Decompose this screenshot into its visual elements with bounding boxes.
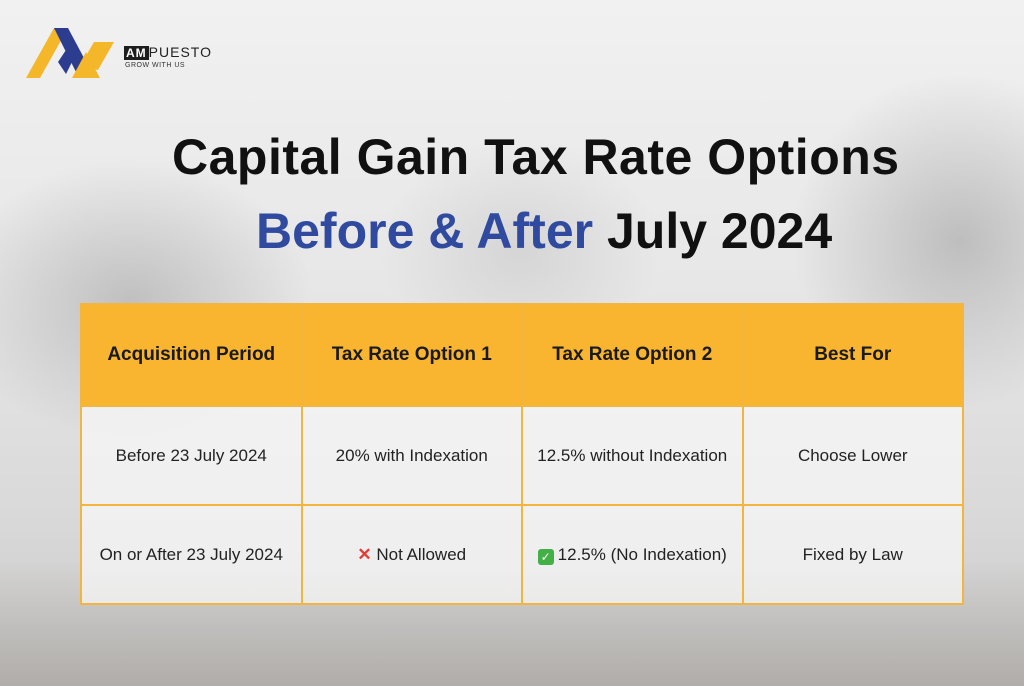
cell-option-2-text: 12.5% (No Indexation) [557, 545, 727, 564]
logo-wordmark: AM PUESTO [124, 44, 212, 60]
check-mark-icon: ✓ [537, 549, 554, 565]
table-row: On or After 23 July 2024 ✕ Not Allowed ✓… [80, 504, 964, 605]
tax-rate-table: Acquisition Period Tax Rate Option 1 Tax… [80, 303, 964, 605]
logo-mark-icon [26, 28, 114, 78]
cell-period: Before 23 July 2024 [80, 405, 303, 506]
subtitle-rest: July 2024 [593, 203, 833, 259]
logo-wordmark-prefix: AM [124, 46, 149, 60]
brand-logo: AM PUESTO GROW WITH US [24, 22, 224, 86]
cross-mark-icon: ✕ [357, 545, 372, 564]
cell-option-2: ✓ 12.5% (No Indexation) [521, 504, 744, 605]
cell-best-for: Choose Lower [741, 405, 964, 506]
cell-option-1: ✕ Not Allowed [300, 504, 523, 605]
subtitle-highlight: Before & After [256, 203, 594, 259]
page-subtitle: Before & After July 2024 [256, 202, 832, 260]
cell-period: On or After 23 July 2024 [80, 504, 303, 605]
logo-wordmark-suffix: PUESTO [148, 44, 212, 60]
header-acquisition-period: Acquisition Period [80, 303, 303, 407]
table-row: Before 23 July 2024 20% with Indexation … [80, 405, 964, 506]
table-header-row: Acquisition Period Tax Rate Option 1 Tax… [80, 303, 964, 407]
cell-option-1: 20% with Indexation [300, 405, 523, 506]
page-title: Capital Gain Tax Rate Options [172, 129, 900, 185]
header-tax-rate-option-2: Tax Rate Option 2 [521, 303, 744, 407]
header-best-for: Best For [741, 303, 964, 407]
logo-tagline: GROW WITH US [125, 62, 186, 69]
cell-best-for: Fixed by Law [741, 504, 964, 605]
header-tax-rate-option-1: Tax Rate Option 1 [300, 303, 523, 407]
cell-option-2: 12.5% without Indexation [521, 405, 744, 506]
cell-option-1-text: Not Allowed [376, 545, 467, 564]
